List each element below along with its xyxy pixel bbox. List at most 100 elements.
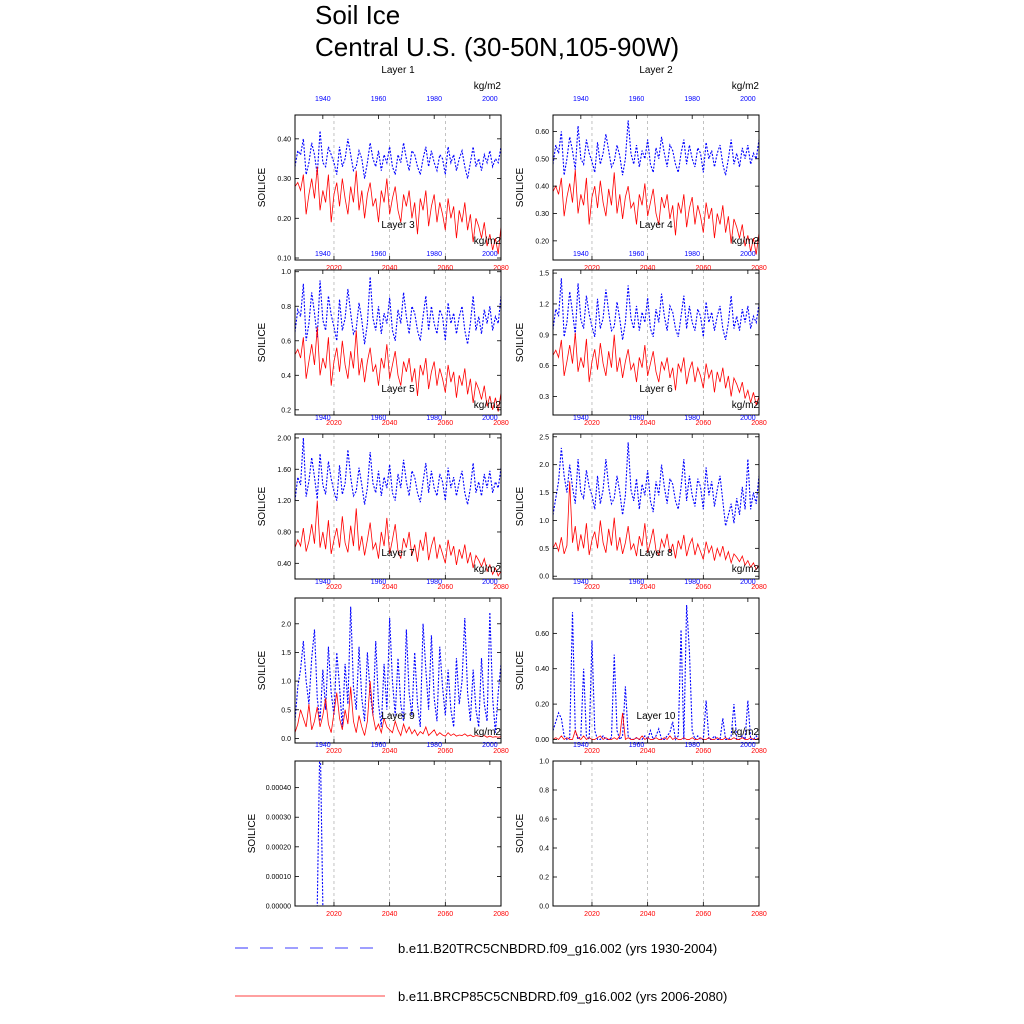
plot-frame	[552, 114, 760, 261]
x-tick-label-top: 1940	[573, 742, 589, 749]
x-tick-label-top: 1960	[371, 579, 387, 586]
x-tick-label-bottom: 2040	[640, 420, 656, 427]
panel-grid: Layer 1 kg/m2 0.10 0.20 0.30 0.40 2020 2040 2060…	[247, 65, 767, 918]
x-tick-label-top: 2000	[740, 251, 756, 258]
y-tick-label: 0.5	[539, 546, 549, 553]
y-axis-label: SOILICE	[515, 486, 526, 526]
figure-title-line1: Soil Ice	[315, 0, 400, 30]
y-tick-label: 1.2	[539, 301, 549, 308]
legend-label-rcp85: b.e11.BRCP85C5CNBDRD.f09_g16.002 (yrs 20…	[398, 989, 727, 1004]
x-tick-label-top: 1980	[684, 742, 700, 749]
x-tick-label-bottom: 2080	[751, 911, 767, 918]
series-line-rcp85	[553, 169, 759, 255]
legend: b.e11.B20TRC5CNBDRD.f09_g16.002 (yrs 193…	[235, 941, 727, 1004]
x-tick-label-bottom: 2080	[493, 584, 509, 591]
y-tick-label: 0.40	[535, 666, 549, 673]
series-line-historical	[295, 130, 501, 179]
x-tick-label-bottom: 2060	[438, 420, 454, 427]
y-axis-label: SOILICE	[257, 650, 268, 690]
y-tick-label: 0.2	[281, 407, 291, 414]
panel-title: Layer 3	[381, 220, 415, 231]
x-tick-label-top: 1940	[573, 251, 589, 258]
panel-units: kg/m2	[732, 236, 760, 247]
x-tick-label-bottom: 2060	[438, 748, 454, 755]
panel-title: Layer 8	[639, 548, 673, 559]
x-tick-label-bottom: 2060	[696, 911, 712, 918]
x-tick-label-top: 1960	[629, 415, 645, 422]
x-tick-label-top: 1980	[426, 415, 442, 422]
panel-layer-5: Layer 5 kg/m2 0.40 0.80 1.20 1.60 2.00 2020 2040…	[257, 384, 509, 591]
panel-layer-4: Layer 4 kg/m2 0.3 0.6 0.9 1.2 1.5 2020 2040 2060 2…	[515, 220, 767, 427]
x-tick-label-top: 1940	[573, 415, 589, 422]
plot-frame	[552, 597, 760, 744]
plot-frame	[552, 760, 760, 907]
y-tick-label: 1.0	[281, 679, 291, 686]
y-tick-label: 0.3	[539, 394, 549, 401]
x-tick-label-top: 1960	[629, 251, 645, 258]
y-tick-label: 1.5	[539, 271, 549, 278]
x-tick-label-bottom: 2020	[584, 911, 600, 918]
y-tick-label: 0.40	[277, 136, 291, 143]
x-tick-label-bottom: 2020	[326, 911, 342, 918]
y-tick-label: 0.20	[535, 702, 549, 709]
y-tick-label: 0.6	[539, 817, 549, 824]
panel-units: kg/m2	[732, 564, 760, 575]
series-line-rcp85	[295, 166, 501, 255]
x-tick-label-bottom: 2020	[326, 584, 342, 591]
y-tick-label: 0.6	[281, 338, 291, 345]
y-tick-label: 0.00040	[266, 785, 291, 792]
x-tick-label-top: 1980	[684, 579, 700, 586]
panel-units: kg/m2	[474, 81, 502, 92]
y-tick-label: 0.10	[277, 256, 291, 263]
series-line-rcp85	[295, 500, 501, 577]
x-tick-label-bottom: 2060	[696, 420, 712, 427]
panel-layer-9: Layer 9 kg/m2 0.00000 0.00010 0.00020 0.00030…	[247, 711, 509, 918]
series-line-historical	[553, 442, 759, 527]
y-tick-label: 0.5	[281, 707, 291, 714]
panel-layer-2: Layer 2 kg/m2 0.20 0.30 0.40 0.50 0.60 2020 2040…	[515, 65, 767, 272]
x-tick-label-top: 1980	[426, 579, 442, 586]
plot-frame	[294, 114, 502, 261]
x-tick-label-top: 1980	[684, 251, 700, 258]
y-tick-label: 0.9	[539, 332, 549, 339]
y-axis-label: SOILICE	[257, 486, 268, 526]
panel-title: Layer 5	[381, 384, 415, 395]
y-tick-label: 0.40	[277, 561, 291, 568]
y-tick-label: 0.0	[539, 904, 549, 911]
panel-title: Layer 6	[639, 384, 673, 395]
plot-frame	[294, 597, 502, 744]
x-tick-label-top: 2000	[482, 579, 498, 586]
x-tick-label-bottom: 2040	[382, 584, 398, 591]
x-tick-label-bottom: 2080	[493, 420, 509, 427]
x-tick-label-top: 2000	[482, 742, 498, 749]
x-tick-label-bottom: 2020	[584, 748, 600, 755]
y-tick-label: 2.00	[277, 435, 291, 442]
y-axis-label: SOILICE	[257, 322, 268, 362]
x-tick-label-top: 1980	[684, 415, 700, 422]
y-tick-label: 0.50	[535, 156, 549, 163]
x-tick-label-bottom: 2020	[584, 420, 600, 427]
series-line-rcp85	[553, 481, 759, 571]
panel-title: Layer 4	[639, 220, 673, 231]
y-tick-label: 0.40	[535, 184, 549, 191]
x-tick-label-bottom: 2020	[584, 584, 600, 591]
x-tick-label-top: 2000	[482, 96, 498, 103]
x-tick-label-top: 2000	[482, 415, 498, 422]
series-line-historical	[553, 605, 759, 741]
x-tick-label-bottom: 2080	[751, 420, 767, 427]
x-tick-label-bottom: 2040	[382, 911, 398, 918]
x-tick-label-top: 2000	[740, 96, 756, 103]
x-tick-label-bottom: 2020	[326, 265, 342, 272]
y-tick-label: 1.0	[539, 518, 549, 525]
y-axis-label: SOILICE	[247, 813, 258, 853]
y-tick-label: 1.5	[539, 490, 549, 497]
x-tick-label-top: 1940	[315, 579, 331, 586]
series-line-historical	[295, 437, 501, 505]
x-tick-label-top: 2000	[740, 415, 756, 422]
x-tick-label-top: 1940	[573, 579, 589, 586]
x-tick-label-top: 1960	[371, 415, 387, 422]
y-tick-label: 0.00010	[266, 874, 291, 881]
y-tick-label: 1.20	[277, 498, 291, 505]
